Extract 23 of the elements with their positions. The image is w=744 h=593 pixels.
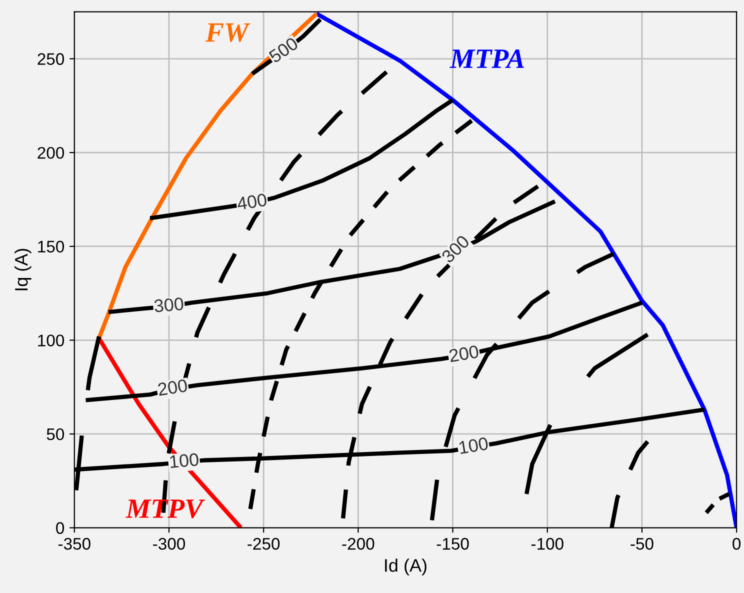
x-tick-label: -300 <box>153 538 186 550</box>
y-tick-label: 150 <box>38 240 64 253</box>
series-label: MTPA <box>450 49 524 68</box>
x-tick-label: -200 <box>342 538 374 550</box>
x-tick-label: -150 <box>436 538 469 550</box>
series-label: FW <box>205 23 250 42</box>
x-tick-label: -50 <box>630 538 654 550</box>
x-tick-label: -250 <box>248 538 280 550</box>
y-axis-title: Iq (A) <box>14 248 32 290</box>
x-axis-title: Id (A) <box>385 558 426 576</box>
y-tick-label: 50 <box>46 428 64 440</box>
annotation: 500 <box>268 36 299 64</box>
series-label: MTPV <box>126 500 205 518</box>
y-tick-label: 100 <box>38 334 64 346</box>
line-series <box>148 98 455 220</box>
x-tick-label: -100 <box>531 538 564 550</box>
line-series <box>250 17 322 76</box>
x-tick-label: 0 <box>732 538 741 550</box>
x-tick-label: -350 <box>58 538 90 550</box>
annotation: 300 <box>440 234 470 264</box>
y-tick-label: 200 <box>38 146 64 159</box>
y-tick-label: 0 <box>56 522 64 534</box>
y-tick-label: 250 <box>38 53 64 65</box>
